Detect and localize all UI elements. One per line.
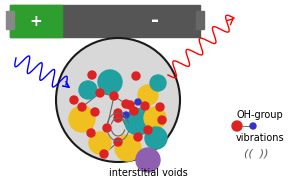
Circle shape [136,148,160,172]
Circle shape [91,108,99,116]
Circle shape [130,107,138,115]
Circle shape [89,132,111,154]
Circle shape [232,121,242,131]
Bar [196,11,204,29]
Bar [6,11,14,29]
Circle shape [96,89,104,97]
Circle shape [70,96,78,104]
Circle shape [125,109,151,135]
Circle shape [141,102,149,110]
Circle shape [115,135,141,161]
Text: interstitial voids: interstitial voids [108,168,187,178]
Circle shape [134,133,142,141]
Circle shape [145,127,167,149]
Circle shape [122,100,130,108]
Circle shape [158,116,166,124]
Circle shape [103,124,111,132]
Circle shape [114,109,122,117]
Circle shape [56,38,180,162]
Text: OH-group: OH-group [237,110,283,120]
Circle shape [144,107,166,129]
Text: vibrations: vibrations [236,133,284,143]
Circle shape [144,126,152,134]
Circle shape [126,101,134,109]
Circle shape [78,103,86,111]
Circle shape [69,106,95,132]
Circle shape [88,71,96,79]
Circle shape [87,129,95,137]
Circle shape [110,92,118,100]
Circle shape [114,138,122,146]
Circle shape [98,70,122,94]
Bar [10,5,200,37]
Text: +: + [30,13,42,29]
Circle shape [114,114,122,122]
Circle shape [100,150,108,158]
Circle shape [123,112,129,118]
Circle shape [135,99,141,105]
Circle shape [132,72,140,80]
Bar [10,5,62,37]
Circle shape [150,75,166,91]
Circle shape [250,123,256,129]
Text: ((  )): (( )) [244,148,268,158]
Circle shape [156,103,164,111]
Text: -: - [151,12,159,30]
Circle shape [79,81,97,99]
Circle shape [138,85,158,105]
